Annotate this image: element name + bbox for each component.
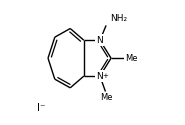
Text: N: N <box>97 72 103 81</box>
Text: N: N <box>97 72 103 81</box>
Text: N: N <box>97 36 103 45</box>
Text: N: N <box>97 36 103 45</box>
Text: +: + <box>103 73 109 79</box>
Text: NH₂: NH₂ <box>110 14 127 23</box>
Text: Me: Me <box>125 54 137 63</box>
Text: I⁻: I⁻ <box>38 103 46 113</box>
Text: Me: Me <box>100 93 112 102</box>
